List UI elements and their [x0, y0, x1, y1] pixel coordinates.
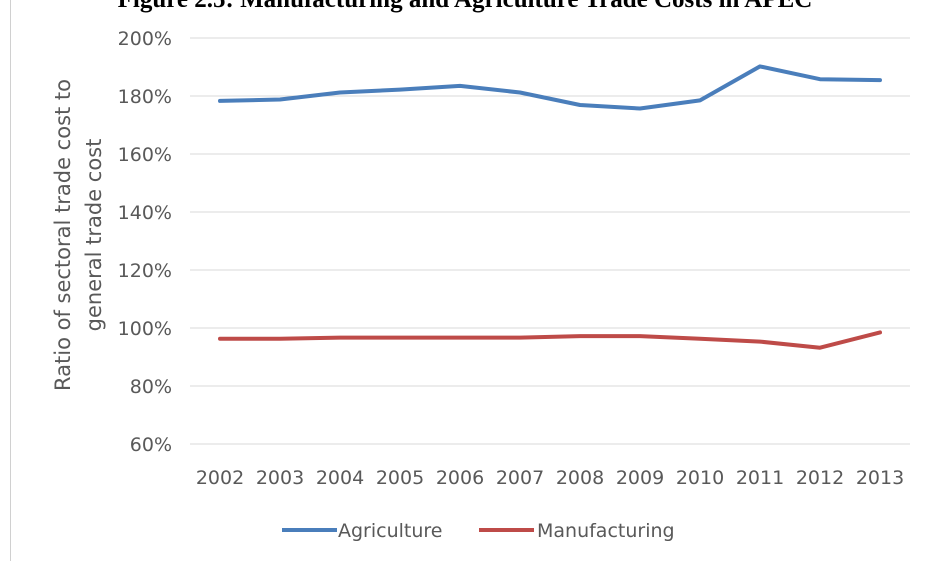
y-tick-label: 160%	[118, 144, 172, 166]
y-tick-label: 180%	[118, 86, 172, 108]
chart-frame-edge	[10, 0, 11, 561]
y-tick-label: 60%	[130, 434, 172, 456]
legend: Agriculture Manufacturing	[282, 520, 675, 542]
x-tick-label: 2005	[376, 467, 424, 489]
x-tick-label: 2013	[856, 467, 904, 489]
series-line-agriculture	[218, 64, 882, 111]
y-tick-label: 100%	[118, 318, 172, 340]
x-tick-label: 2010	[676, 467, 724, 489]
x-tick-label: 2003	[256, 467, 304, 489]
x-tick-label: 2009	[616, 467, 664, 489]
x-tick-label: 2006	[436, 467, 484, 489]
legend-label-manufacturing: Manufacturing	[537, 520, 675, 542]
x-tick-label: 2008	[556, 467, 604, 489]
y-tick-label: 80%	[130, 376, 172, 398]
y-tick-label: 200%	[118, 28, 172, 50]
x-tick-label: 2012	[796, 467, 844, 489]
x-tick-label: 2004	[316, 467, 364, 489]
y-axis-label-line-2: general trade cost	[82, 139, 106, 332]
x-tick-labels: 2002 2003 2004 2005 2006 2007 2008 2009 2010 2011…	[196, 467, 904, 489]
chart-title: Figure 2.5: Manufacturing and Agricultur…	[0, 0, 930, 14]
x-tick-label: 2011	[736, 467, 784, 489]
y-tick-label: 120%	[118, 260, 172, 282]
legend-label-agriculture: Agriculture	[338, 520, 443, 542]
grid-lines	[190, 37, 910, 445]
x-tick-label: 2007	[496, 467, 544, 489]
x-tick-label: 2002	[196, 467, 244, 489]
y-tick-label: 140%	[118, 202, 172, 224]
series-line-manufacturing	[218, 330, 882, 350]
y-axis-label-line-1: Ratio of sectoral trade cost to	[51, 79, 75, 391]
y-tick-labels: 60% 80% 100% 120% 140% 160% 180% 200%	[118, 28, 172, 456]
series-lines	[218, 64, 882, 350]
